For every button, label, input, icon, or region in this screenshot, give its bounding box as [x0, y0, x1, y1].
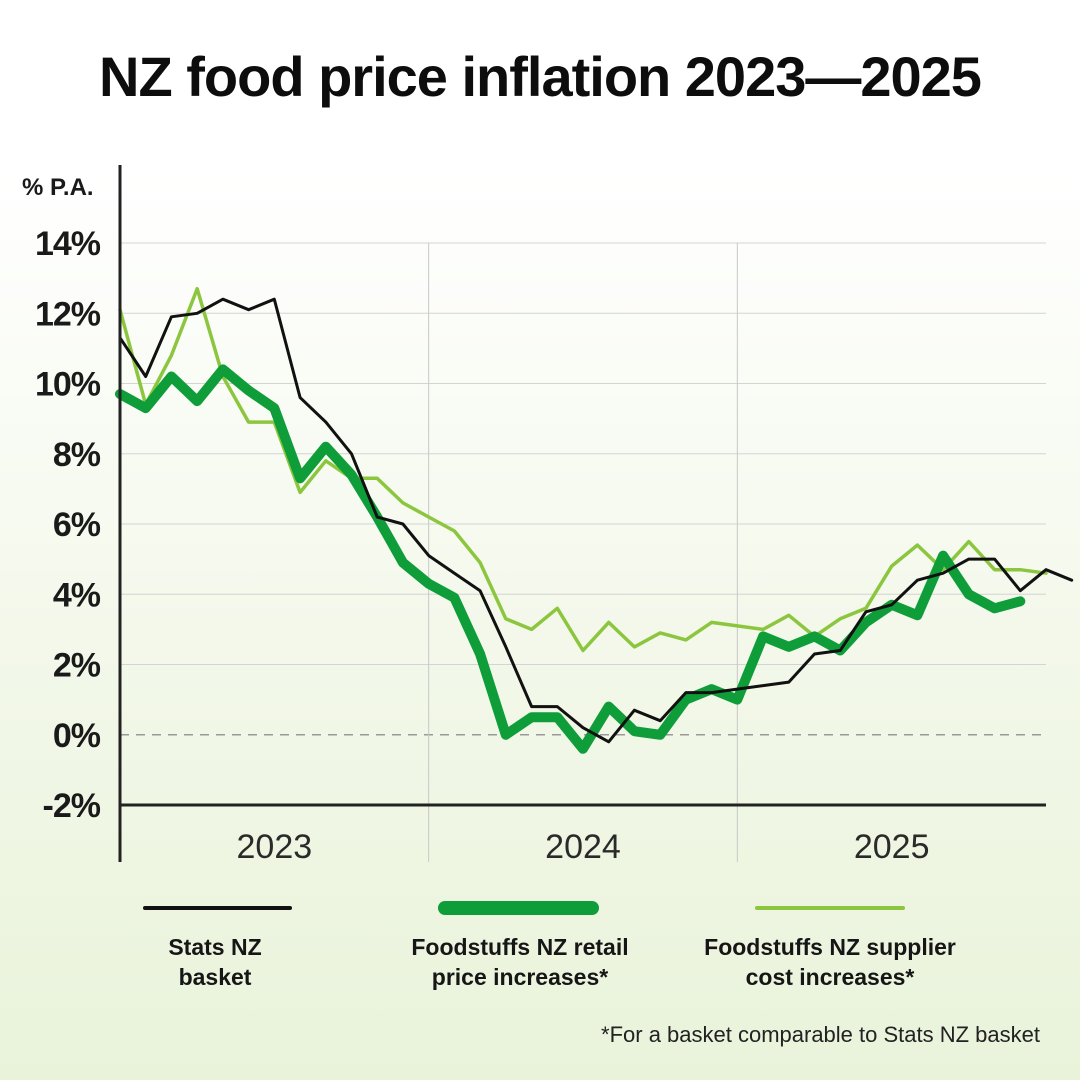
y-tick-label: 12%: [35, 295, 101, 333]
y-tick-label: -2%: [43, 787, 101, 825]
series-line-retail: [115, 364, 1026, 754]
legend-label-retail-line2: price increases*: [431, 964, 609, 990]
y-tick-label: 0%: [53, 717, 101, 755]
legend-label-supplier: Foodstuffs NZ supplier cost increases*: [690, 932, 970, 992]
y-tick-label: 6%: [53, 506, 101, 544]
legend-label-stats-nz: Stats NZ basket: [110, 932, 320, 992]
legend-label-stats-nz-line2: basket: [178, 964, 252, 990]
y-tick-label: 8%: [53, 436, 101, 474]
legend-label-stats-nz-line1: Stats NZ: [168, 934, 262, 960]
x-tick-label-2025: 2025: [854, 828, 930, 866]
y-tick-label: 2%: [53, 647, 101, 685]
x-tick-label-2024: 2024: [545, 828, 621, 866]
legend-label-retail: Foodstuffs NZ retail price increases*: [390, 932, 650, 992]
y-tick-label: 14%: [35, 225, 101, 263]
legend-label-retail-line1: Foodstuffs NZ retail: [411, 934, 629, 960]
x-tick-label-2023: 2023: [237, 828, 313, 866]
legend-label-supplier-line2: cost increases*: [745, 964, 915, 990]
grid-layer: [120, 242, 1046, 862]
y-axis-label: % P.A.: [22, 174, 94, 201]
legend-label-supplier-line1: Foodstuffs NZ supplier: [704, 934, 956, 960]
y-tick-label: 4%: [53, 576, 101, 614]
footnote: *For a basket comparable to Stats NZ bas…: [601, 1022, 1040, 1047]
chart-title: NZ food price inflation 2023—2025: [99, 45, 982, 108]
series-line-supplier: [118, 286, 1048, 653]
series-layer: [115, 286, 1074, 754]
axis-layer: -2% 0% 2% 4% 6% 8% 10% 12% 14% % P.A. 2023 2024 2025: [22, 165, 1046, 866]
y-tick-label: 10%: [35, 366, 101, 404]
series-line-stats_nz: [118, 297, 1074, 744]
